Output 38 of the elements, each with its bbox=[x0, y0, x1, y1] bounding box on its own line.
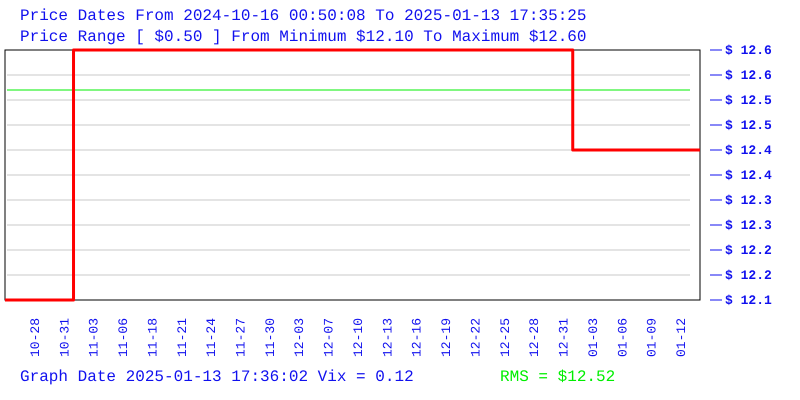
x-tick-label: 12-10 bbox=[350, 318, 366, 358]
y-tick-label: $ 12.1 bbox=[725, 293, 772, 308]
chart-subtitle: Price Range [ $0.50 ] From Minimum $12.10 To Maximum $12.60 bbox=[20, 28, 586, 46]
y-tick-label: $ 12.2 bbox=[725, 243, 772, 258]
y-tick-label: $ 12.5 bbox=[725, 93, 772, 108]
x-tick-label: 11-30 bbox=[262, 318, 278, 358]
x-tick-label: 01-06 bbox=[615, 318, 630, 358]
x-tick-label: 11-24 bbox=[204, 318, 220, 358]
y-tick-label: $ 12.6 bbox=[725, 43, 772, 58]
x-tick-label: 01-12 bbox=[674, 318, 689, 358]
x-tick-label: 01-09 bbox=[644, 318, 660, 358]
text: RMS = $12.52 bbox=[500, 368, 616, 386]
x-tick-label: 10-28 bbox=[28, 318, 43, 358]
y-tick-label: $ 12.5 bbox=[725, 118, 772, 134]
x-tick-label: 11-27 bbox=[233, 318, 248, 358]
x-tick-label: 12-13 bbox=[380, 318, 396, 358]
y-tick-label: $ 12.6 bbox=[725, 68, 772, 84]
x-tick-label: 12-25 bbox=[498, 318, 513, 358]
y-tick-label: $ 12.3 bbox=[725, 218, 772, 234]
x-tick-label: 12-16 bbox=[410, 318, 425, 358]
x-tick-label: 12-28 bbox=[527, 318, 542, 358]
x-tick-label: 11-21 bbox=[174, 318, 190, 358]
y-tick-label: $ 12.4 bbox=[725, 143, 772, 158]
x-tick-label: 10-31 bbox=[57, 318, 72, 358]
x-tick-label: 12-19 bbox=[439, 318, 454, 358]
x-tick-label: 11-06 bbox=[116, 318, 132, 358]
x-tick-label: 11-03 bbox=[86, 318, 102, 358]
y-tick-label: $ 12.3 bbox=[725, 193, 772, 208]
x-tick-label: 12-22 bbox=[468, 318, 484, 358]
x-tick-label: 11-18 bbox=[145, 318, 160, 358]
y-tick-label: $ 12.2 bbox=[725, 268, 772, 284]
text: Graph Date 2025-01-13 17:36:02 Vix = 0.12 bbox=[20, 368, 414, 386]
x-tick-label: 01-03 bbox=[586, 318, 601, 358]
y-tick-label: $ 12.4 bbox=[725, 168, 772, 184]
x-tick-label: 12-31 bbox=[556, 318, 572, 358]
x-tick-label: 12-07 bbox=[322, 318, 337, 358]
x-tick-label: 12-03 bbox=[292, 318, 308, 358]
chart-title: Price Dates From 2024-10-16 00:50:08 To 2025-01-13 17:35:25 bbox=[20, 7, 586, 25]
